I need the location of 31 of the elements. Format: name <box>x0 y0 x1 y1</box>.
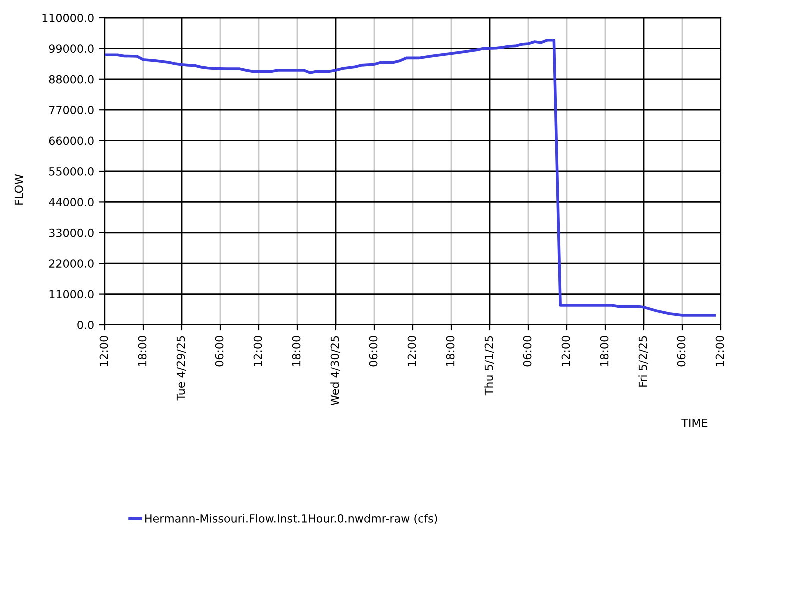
x-tick-label: 06:00 <box>677 336 686 367</box>
x-tick-label: 12:00 <box>562 336 570 366</box>
y-tick-label: 110000.0 <box>42 14 94 22</box>
x-tick-label: 12:00 <box>254 336 262 366</box>
y-tick-label: 0.0 <box>78 320 94 330</box>
y-tick-label: 44000.0 <box>49 198 94 207</box>
y-tick-label: 77000.0 <box>50 106 94 114</box>
y-tick-label: 55000.0 <box>49 167 94 176</box>
x-tick-label: 12:00 <box>408 336 416 366</box>
y-tick-label: 33000.0 <box>49 228 94 238</box>
x-tick-label: Thu 5/1/25 <box>484 336 494 396</box>
x-tick-label: 18:00 <box>292 336 301 366</box>
x-tick-label: Tue 4/29/25 <box>176 336 186 401</box>
x-tick-label: 06:00 <box>369 336 378 367</box>
x-tick-label: 18:00 <box>138 336 147 366</box>
y-axis-title: FLOW <box>14 174 24 205</box>
x-tick-label: 18:00 <box>600 336 609 366</box>
x-tick-label: 12:00 <box>716 336 724 366</box>
y-tick-label: 66000.0 <box>49 136 94 146</box>
y-tick-label: 11000.0 <box>50 290 94 299</box>
x-tick-label: 06:00 <box>215 336 224 367</box>
legend-label: Hermann-Missouri.Flow.Inst.1Hour.0.nwdmr-raw (cfs) <box>146 514 438 524</box>
x-tick-label: 12:00 <box>100 336 108 366</box>
y-tick-label: 88000.0 <box>49 75 94 84</box>
x-tick-label: 06:00 <box>523 336 532 367</box>
x-tick-label: 18:00 <box>446 336 455 366</box>
y-tick-label: 99000.0 <box>49 44 94 54</box>
x-tick-label: Fri 5/2/25 <box>638 336 648 387</box>
y-tick-label: 22000.0 <box>49 260 94 268</box>
x-axis-title: TIME <box>682 418 708 428</box>
x-tick-label: Wed 4/30/25 <box>330 336 340 406</box>
